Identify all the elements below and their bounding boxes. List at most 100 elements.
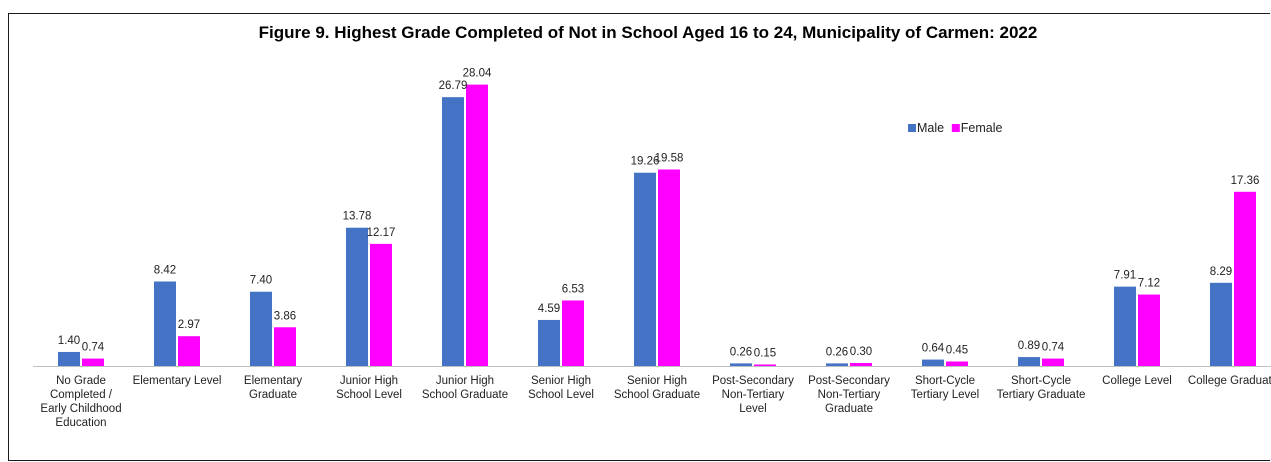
legend-swatch-male	[908, 124, 916, 132]
category-label-line: School Graduate	[422, 389, 508, 401]
bar-male-7	[730, 363, 752, 366]
category-label-line: No Grade	[56, 375, 106, 387]
data-label-female-0: 0.74	[82, 342, 105, 354]
labels-layer: 1.400.748.422.977.403.8613.7812.1726.792…	[58, 68, 1260, 360]
chart-title: Figure 9. Highest Grade Completed of Not…	[259, 23, 1038, 42]
data-label-male-7: 0.26	[730, 346, 752, 358]
data-label-male-2: 7.40	[250, 275, 272, 287]
category-label-line: Early Childhood	[40, 403, 121, 415]
data-label-female-8: 0.30	[850, 346, 872, 358]
data-label-female-7: 0.15	[754, 347, 776, 359]
category-label-line: Senior High	[531, 375, 591, 387]
bar-male-0	[58, 351, 80, 366]
category-label-0: No Grade Completed / Early Childhood Educat…	[40, 375, 121, 429]
category-label-9: Short-Cycle Tertiary Level	[911, 375, 979, 401]
bar-female-9	[946, 361, 968, 366]
category-label-8: Post-Secondary Non-Tertiary Graduate	[808, 375, 890, 415]
data-label-male-10: 0.89	[1018, 340, 1040, 352]
category-label-line: Elementary Level	[133, 375, 222, 387]
data-label-female-2: 3.86	[274, 310, 296, 322]
data-label-male-5: 4.59	[538, 303, 560, 315]
category-label-line: College Level	[1102, 375, 1172, 387]
category-label-line: College Graduate	[1188, 375, 1271, 387]
category-label-line: Tertiary Level	[911, 389, 979, 401]
category-label-line: Elementary	[244, 375, 302, 387]
bar-female-10	[1042, 358, 1064, 366]
category-label-10: Short-Cycle Tertiary Graduate	[997, 375, 1086, 401]
category-label-1: Elementary Level	[133, 375, 222, 387]
category-label-line: School Level	[528, 389, 594, 401]
bar-female-5	[562, 300, 584, 366]
category-label-11: College Level	[1102, 375, 1172, 387]
bar-male-12	[1210, 282, 1232, 366]
bar-male-1	[154, 281, 176, 366]
category-label-line: Level	[739, 403, 767, 415]
category-label-line: School Graduate	[614, 389, 700, 401]
category-label-line: Junior High	[340, 375, 398, 387]
category-label-7: Post-Secondary Non-Tertiary Level	[712, 375, 794, 415]
category-label-line: Short-Cycle	[1011, 375, 1071, 387]
bar-male-11	[1114, 286, 1136, 366]
category-label-line: Short-Cycle	[915, 375, 975, 387]
bar-male-10	[1018, 357, 1040, 366]
category-label-2: Elementary Graduate	[244, 375, 302, 401]
data-label-male-11: 7.91	[1114, 270, 1136, 282]
bar-male-3	[346, 227, 368, 366]
data-label-female-9: 0.45	[946, 344, 968, 356]
data-label-female-11: 7.12	[1138, 278, 1160, 290]
bar-male-8	[826, 363, 848, 366]
data-label-female-10: 0.74	[1042, 342, 1065, 354]
legend-swatch-female	[951, 124, 960, 132]
data-label-male-3: 13.78	[343, 211, 372, 223]
bar-female-4	[466, 84, 488, 366]
bar-female-3	[370, 243, 392, 366]
category-label-line: School Level	[336, 389, 402, 401]
category-label-3: Junior High School Level	[336, 375, 402, 401]
bar-male-5	[538, 319, 560, 366]
bar-male-9	[922, 359, 944, 366]
bar-female-7	[754, 364, 776, 366]
bar-female-6	[658, 169, 680, 366]
category-label-line: Post-Secondary	[808, 375, 890, 387]
data-label-male-4: 26.79	[439, 80, 468, 92]
data-label-female-1: 2.97	[178, 319, 200, 331]
category-label-12: College Graduate	[1188, 375, 1271, 387]
data-label-female-5: 6.53	[562, 283, 584, 295]
data-label-male-12: 8.29	[1210, 266, 1232, 278]
bar-female-1	[178, 336, 200, 366]
categories-layer: No Grade Completed / Early Childhood Educat…	[40, 375, 1271, 429]
bar-female-0	[82, 358, 104, 366]
category-label-line: Completed /	[50, 389, 113, 401]
legend: Male Female	[908, 121, 1003, 135]
bar-male-4	[442, 97, 464, 366]
bar-female-12	[1234, 191, 1256, 366]
data-label-male-9: 0.64	[922, 343, 945, 355]
bar-female-2	[274, 327, 296, 366]
bar-male-6	[634, 172, 656, 366]
category-label-line: Education	[55, 417, 106, 429]
bar-female-11	[1138, 294, 1160, 366]
category-label-line: Non-Tertiary	[722, 389, 785, 401]
bar-female-8	[850, 362, 872, 366]
category-label-line: Tertiary Graduate	[997, 389, 1086, 401]
bars-layer	[58, 84, 1256, 366]
category-label-line: Post-Secondary	[712, 375, 794, 387]
data-label-male-8: 0.26	[826, 346, 848, 358]
bar-male-2	[250, 291, 272, 366]
data-label-male-1: 8.42	[154, 265, 176, 277]
category-label-6: Senior High School Graduate	[614, 375, 700, 401]
data-label-female-3: 12.17	[367, 227, 396, 239]
category-label-line: Junior High	[436, 375, 494, 387]
category-label-4: Junior High School Graduate	[422, 375, 508, 401]
category-label-line: Non-Tertiary	[818, 389, 881, 401]
category-label-line: Graduate	[825, 403, 873, 415]
data-label-female-12: 17.36	[1231, 175, 1260, 187]
data-label-female-4: 28.04	[463, 68, 492, 80]
category-label-line: Senior High	[627, 375, 687, 387]
category-label-line: Graduate	[249, 389, 297, 401]
category-label-5: Senior High School Level	[528, 375, 594, 401]
data-label-male-6: 19.26	[631, 156, 660, 168]
data-label-male-0: 1.40	[58, 335, 80, 347]
data-label-female-6: 19.58	[655, 153, 684, 165]
